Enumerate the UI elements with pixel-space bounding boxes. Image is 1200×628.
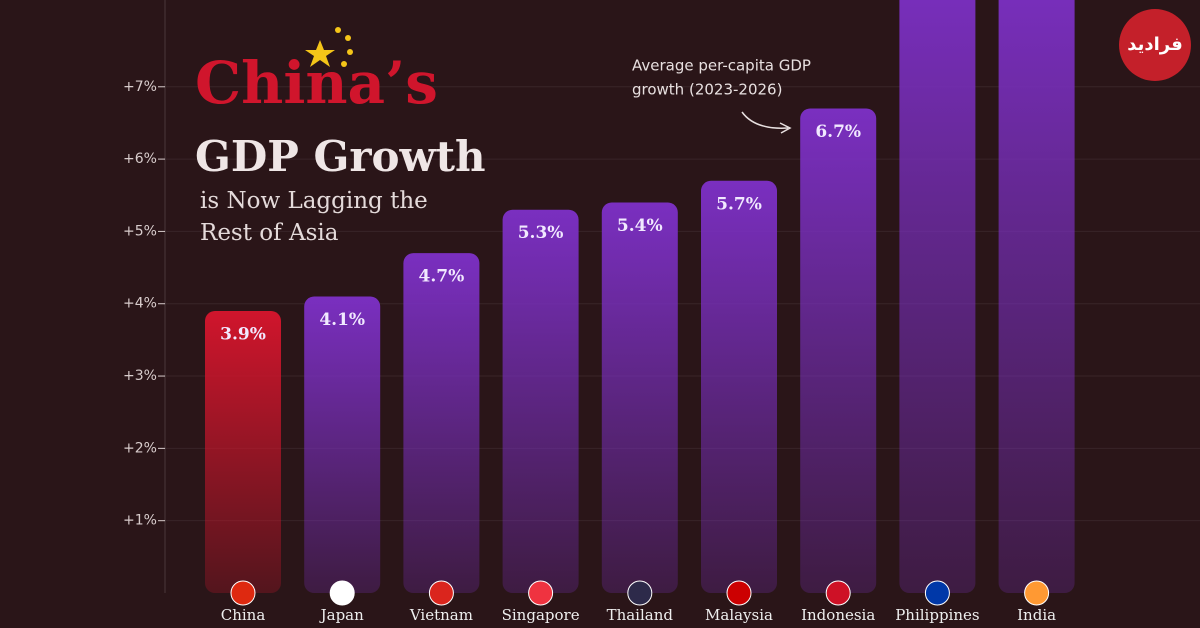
plot-area <box>165 0 1200 594</box>
bar <box>502 209 579 593</box>
logo <box>1119 9 1191 81</box>
flag <box>528 580 554 606</box>
annotation-arrow <box>741 111 789 129</box>
x-tick-label: Vietnam <box>409 606 473 624</box>
x-tick-label: Singapore <box>502 606 580 624</box>
value-label: 5.3% <box>518 223 564 243</box>
x-tick-label: China <box>221 606 266 624</box>
value-label: 4.1% <box>319 310 365 330</box>
annotation-arrow <box>779 122 792 134</box>
value-label: 5.4% <box>617 216 663 236</box>
flag <box>726 580 752 606</box>
y-tick-label: +4% <box>123 296 157 312</box>
description: Rest of Asia <box>200 220 339 246</box>
value-label: 6.7% <box>815 122 861 142</box>
y-tick-label: +5% <box>123 223 157 239</box>
annotation: growth (2023-2026) <box>632 81 782 99</box>
x-tick-label: Thailand <box>607 606 674 624</box>
annotation: Average per-capita GDP <box>632 57 811 75</box>
value-label: 5.7% <box>716 194 762 214</box>
bar <box>899 0 976 593</box>
bar <box>304 296 381 593</box>
stars <box>305 27 353 67</box>
y-tick-label: +2% <box>123 440 157 456</box>
bar <box>998 0 1075 593</box>
chart-subtitle: GDP Growth <box>195 132 486 181</box>
bar <box>403 253 480 594</box>
x-tick-label: Japan <box>319 606 365 624</box>
logo-text: فرادید <box>1127 34 1183 55</box>
flag <box>627 580 653 606</box>
flag <box>825 580 851 606</box>
flag <box>230 580 256 606</box>
flag <box>428 580 454 606</box>
flag <box>329 580 355 606</box>
bar <box>205 310 281 593</box>
x-tick-label: Philippines <box>895 606 979 624</box>
flag <box>924 580 950 606</box>
y-tick-label: +7% <box>123 79 157 95</box>
x-tick-label: India <box>1017 606 1056 624</box>
bar <box>601 202 678 594</box>
value-label: 4.7% <box>419 267 465 287</box>
x-tick-label: Indonesia <box>801 606 875 624</box>
x-tick-label: Malaysia <box>705 606 773 624</box>
bar <box>800 108 877 593</box>
description: is Now Lagging the <box>200 188 428 214</box>
y-tick-label: +6% <box>123 151 157 167</box>
chart-title: China’s <box>195 49 438 117</box>
y-tick-label: +1% <box>123 513 157 529</box>
value-label: 3.9% <box>220 324 266 344</box>
flag <box>1024 580 1050 606</box>
y-tick-label: +3% <box>123 368 157 384</box>
bar <box>701 180 777 594</box>
